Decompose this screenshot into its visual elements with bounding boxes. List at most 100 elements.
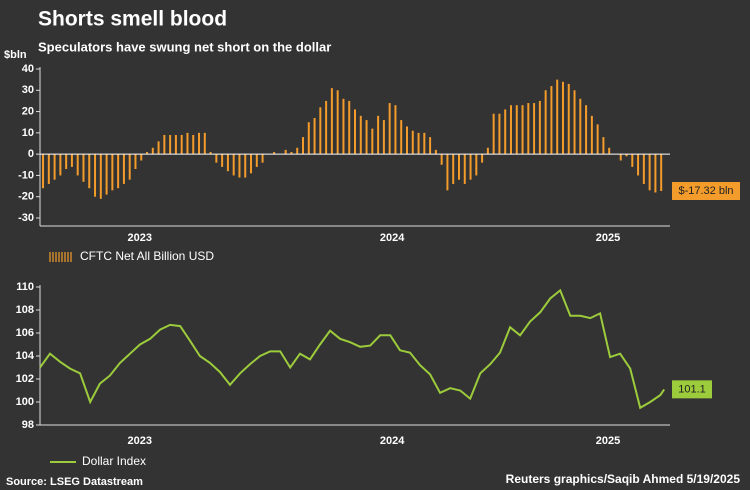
bar (533, 103, 536, 155)
bar (209, 152, 212, 155)
bar (198, 132, 201, 155)
y-tick-label: 100 (16, 396, 34, 408)
y-tick-label: 106 (16, 327, 34, 339)
bar (180, 134, 183, 155)
bar (238, 154, 241, 178)
bar (527, 103, 530, 155)
bar (446, 154, 449, 191)
bar (411, 130, 414, 155)
bar (429, 137, 432, 155)
bar (94, 154, 97, 197)
bar (313, 117, 316, 155)
bar (602, 137, 605, 155)
x-tick-label: 2025 (596, 232, 620, 244)
bar (157, 141, 160, 155)
bar (642, 154, 645, 184)
bar (151, 147, 154, 155)
bar (417, 132, 420, 155)
y-tick-label: 40 (22, 63, 34, 75)
bar (76, 154, 79, 176)
bar (660, 154, 663, 192)
bar (585, 105, 588, 155)
bar (608, 147, 611, 155)
bar (567, 83, 570, 155)
y-tick-label: -20 (18, 191, 34, 203)
bar (509, 105, 512, 155)
bar (250, 154, 253, 174)
y-tick-label: 102 (16, 373, 34, 385)
bar (42, 154, 45, 189)
bar (515, 105, 518, 155)
x-tick-label: 2023 (127, 435, 151, 447)
bar (619, 154, 622, 161)
bar (244, 154, 247, 178)
bar (590, 115, 593, 155)
bar (296, 147, 299, 155)
bar (550, 86, 553, 155)
bar (163, 134, 166, 155)
bar (82, 154, 85, 182)
bar (319, 107, 322, 155)
bar (146, 152, 149, 155)
bar (336, 90, 339, 155)
y-tick-label: 104 (16, 350, 35, 362)
value-label-box (672, 380, 712, 399)
bar (221, 154, 224, 167)
bar (561, 81, 564, 155)
bar (88, 154, 91, 189)
bar (273, 152, 276, 155)
bar (284, 149, 287, 155)
bar (654, 154, 657, 193)
credit: Reuters graphics/Saqib Ahmed 5/19/2025 (506, 472, 741, 486)
x-tick-label: 2024 (380, 435, 405, 447)
bar (186, 132, 189, 155)
bar (648, 154, 651, 191)
bar (359, 115, 362, 155)
y-axis-label: $bln (4, 49, 27, 61)
bar (342, 98, 345, 155)
bar (637, 154, 640, 176)
bar (625, 154, 628, 157)
bar (579, 98, 582, 155)
y-tick-label: 10 (22, 127, 34, 139)
legend-label: Dollar Index (82, 454, 146, 468)
bar (377, 115, 380, 155)
bar (631, 154, 634, 167)
bar (330, 88, 333, 155)
bar (573, 90, 576, 155)
x-tick-label: 2025 (596, 435, 620, 447)
bar (59, 154, 62, 176)
bar (388, 103, 391, 155)
chart-subtitle: Speculators have swung net short on the … (38, 39, 331, 54)
bar (521, 105, 524, 155)
bar (290, 152, 293, 155)
bar (140, 154, 143, 161)
bar (122, 154, 125, 184)
bar (226, 154, 229, 172)
bar (203, 132, 206, 155)
y-tick-label: 98 (22, 419, 34, 431)
bar (99, 154, 102, 199)
y-tick-label: 30 (22, 84, 34, 96)
bar (105, 154, 108, 195)
value-label: $-17.32 bln (678, 185, 733, 197)
bar (492, 113, 495, 155)
bar (452, 154, 455, 184)
y-tick-label: 0 (28, 148, 34, 160)
bar (457, 154, 460, 180)
bar (371, 128, 374, 155)
bar (394, 105, 397, 155)
bar (504, 109, 507, 155)
bar (463, 154, 466, 184)
bar (261, 154, 264, 163)
value-label-box (672, 182, 740, 201)
bar (538, 100, 541, 155)
line (39, 288, 666, 410)
bar (111, 154, 114, 191)
bar (405, 126, 408, 155)
x-tick-label: 2023 (127, 232, 151, 244)
bar (232, 154, 235, 176)
bar (47, 154, 50, 184)
